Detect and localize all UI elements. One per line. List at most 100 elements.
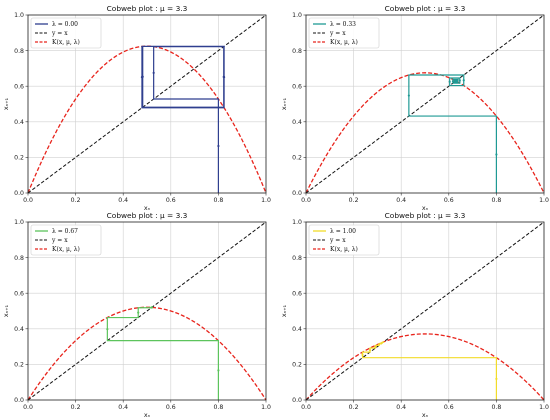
chart-title: Cobweb plot : μ = 3.3 [385, 211, 466, 220]
map-curve-line [305, 72, 545, 194]
y-tick-label: 0.6 [292, 290, 302, 297]
y-tick-label: 0.4 [292, 326, 302, 333]
legend-label: y = x [329, 30, 346, 37]
y-tick-label: 0.8 [292, 48, 302, 55]
x-tick-label: 0.2 [71, 404, 81, 411]
plot-frame [27, 14, 267, 194]
x-tick-label: 0.2 [71, 197, 81, 204]
y-tick-label: 0.4 [14, 119, 24, 126]
x-tick-label: 1.0 [261, 197, 271, 204]
identity-line [27, 221, 267, 401]
chart-title: Cobweb plot : μ = 3.3 [107, 211, 188, 220]
legend: λ = 0.00 y = x K(x, μ, λ) [30, 17, 102, 49]
x-tick-label: 0.0 [23, 404, 33, 411]
legend: λ = 0.33 y = x K(x, μ, λ) [308, 17, 380, 49]
legend-box [308, 17, 380, 49]
y-tick-label: 0.6 [14, 83, 24, 90]
map-curve-line [27, 45, 267, 194]
cobweb-arrow-point [377, 343, 381, 346]
legend-label: λ = 1.00 [330, 228, 356, 235]
cobweb-arrow-point [495, 153, 498, 156]
y-tick-label: 0.0 [14, 397, 24, 404]
x-tick-label: 0.2 [349, 197, 359, 204]
x-tick-label: 0.4 [396, 197, 406, 204]
cobweb-arrow-point [150, 306, 153, 309]
cobweb-arrow-point [152, 71, 155, 74]
x-axis-label: xₙ [422, 204, 429, 212]
x-tick-label: 0.0 [301, 197, 311, 204]
chart-panel-4: 0.0 0.2 0.4 0.6 0.8 1.0 0.0 0.2 0.4 0.6 0.8 1.0 Cobw… [280, 211, 549, 419]
legend-box [308, 224, 380, 256]
cobweb-arrow-point [495, 377, 498, 380]
y-tick-label: 1.0 [292, 12, 302, 19]
x-tick-label: 0.4 [118, 404, 128, 411]
legend-label: y = x [51, 237, 68, 244]
x-tick-label: 0.6 [444, 404, 454, 411]
x-axis-label: xₙ [144, 411, 151, 419]
legend-label: y = x [329, 237, 346, 244]
chart-panel-1: 0.0 0.2 0.4 0.6 0.8 1.0 0.0 0.2 0.4 0.6 0.8 1.0 Cobw… [2, 4, 271, 212]
y-tick-label: 0.8 [14, 255, 24, 262]
legend-box [30, 224, 102, 256]
plot-frame [305, 14, 545, 194]
y-tick-label: 0.2 [14, 155, 24, 162]
x-tick-label: 1.0 [261, 404, 271, 411]
y-axis-label: xₙ₊₁ [280, 304, 288, 317]
cobweb-arrow-point [374, 345, 377, 348]
identity-line [27, 14, 267, 194]
legend-label: K(x, μ, λ) [330, 39, 358, 46]
y-tick-label: 0.4 [292, 119, 302, 126]
y-tick-label: 0.8 [14, 48, 24, 55]
plot-frame [27, 221, 267, 401]
y-tick-label: 0.2 [292, 362, 302, 369]
cobweb-arrow-point [222, 75, 226, 79]
chart-title: Cobweb plot : μ = 3.3 [385, 4, 466, 13]
chart-panel-2: 0.0 0.2 0.4 0.6 0.8 1.0 0.0 0.2 0.4 0.6 0.8 1.0 Cobw… [280, 4, 549, 212]
y-tick-label: 0.4 [14, 326, 24, 333]
legend-label: y = x [51, 30, 68, 37]
x-tick-label: 0.4 [118, 197, 128, 204]
x-tick-label: 1.0 [539, 197, 549, 204]
x-tick-label: 0.8 [213, 404, 223, 411]
legend-label: λ = 0.33 [330, 21, 356, 28]
x-tick-label: 0.0 [23, 197, 33, 204]
y-axis-label: xₙ₊₁ [280, 97, 288, 110]
x-tick-label: 0.6 [444, 197, 454, 204]
plot-frame [305, 221, 545, 401]
cobweb-arrow-point [462, 79, 465, 82]
x-tick-label: 0.0 [301, 404, 311, 411]
x-tick-label: 0.6 [166, 197, 176, 204]
cobweb-arrow-point [217, 369, 220, 372]
x-tick-label: 0.4 [396, 404, 406, 411]
y-axis-label: xₙ₊₁ [2, 97, 10, 110]
x-tick-label: 0.8 [213, 197, 223, 204]
map-curve-line [305, 333, 545, 401]
y-tick-label: 0.6 [292, 83, 302, 90]
x-axis-label: xₙ [144, 204, 151, 212]
x-axis-label: xₙ [422, 411, 429, 419]
legend-box [30, 17, 102, 49]
legend: λ = 1.00 y = x K(x, μ, λ) [308, 224, 380, 256]
cobweb-arrow-point [368, 348, 372, 352]
y-tick-label: 1.0 [292, 219, 302, 226]
chart-panel-3: 0.0 0.2 0.4 0.6 0.8 1.0 0.0 0.2 0.4 0.6 0.8 1.0 Cobw… [2, 211, 271, 419]
legend-label: K(x, μ, λ) [52, 39, 80, 46]
y-tick-label: 0.2 [292, 155, 302, 162]
y-tick-label: 0.2 [14, 362, 24, 369]
y-tick-label: 1.0 [14, 219, 24, 226]
x-tick-label: 1.0 [539, 404, 549, 411]
cobweb-arrow-point [451, 80, 455, 83]
cobweb-arrow-point [140, 76, 144, 79]
identity-line [305, 14, 545, 194]
cobweb-arrow-point [217, 144, 220, 148]
x-tick-label: 0.8 [491, 197, 501, 204]
cobweb-arrow-point [448, 80, 451, 83]
legend-label: λ = 0.67 [52, 228, 78, 235]
identity-line [305, 221, 545, 401]
y-tick-label: 1.0 [14, 12, 24, 19]
y-tick-label: 0.0 [292, 397, 302, 404]
y-tick-label: 0.6 [14, 290, 24, 297]
cobweb-arrow-point [361, 353, 364, 357]
cobweb-path-line [141, 45, 225, 193]
